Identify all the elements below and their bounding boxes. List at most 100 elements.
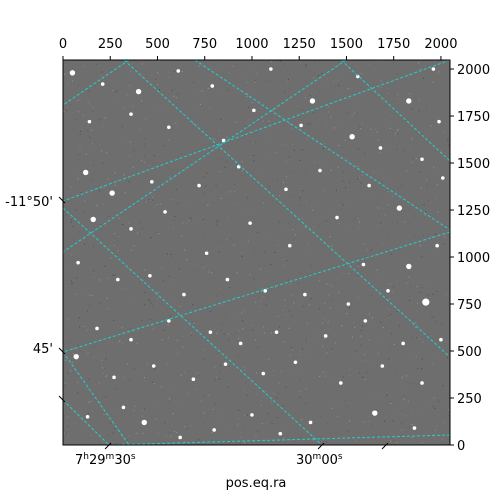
noise-pixel bbox=[375, 436, 377, 437]
noise-pixel bbox=[89, 236, 91, 238]
noise-pixel bbox=[216, 326, 218, 328]
x-axis-label: pos.eq.ra bbox=[226, 476, 287, 491]
star bbox=[441, 176, 445, 180]
noise-pixel bbox=[253, 154, 255, 156]
noise-pixel bbox=[203, 313, 205, 315]
star bbox=[148, 274, 152, 278]
noise-pixel bbox=[335, 398, 336, 400]
noise-pixel bbox=[107, 277, 109, 279]
noise-pixel bbox=[137, 82, 139, 84]
noise-pixel bbox=[146, 426, 148, 428]
star bbox=[182, 292, 186, 297]
noise-pixel bbox=[172, 413, 174, 415]
noise-pixel bbox=[163, 145, 165, 147]
noise-pixel bbox=[92, 244, 94, 246]
noise-pixel bbox=[362, 174, 364, 176]
noise-pixel bbox=[157, 72, 159, 74]
noise-pixel bbox=[152, 328, 154, 330]
noise-pixel bbox=[323, 259, 324, 261]
noise-pixel bbox=[243, 310, 245, 312]
noise-pixel bbox=[218, 130, 220, 131]
noise-pixel bbox=[91, 129, 93, 131]
noise-pixel bbox=[329, 236, 331, 238]
star bbox=[82, 169, 89, 176]
noise-pixel bbox=[182, 302, 184, 304]
noise-pixel bbox=[308, 66, 310, 68]
noise-pixel bbox=[414, 302, 415, 304]
noise-pixel bbox=[445, 331, 447, 332]
noise-pixel bbox=[247, 240, 249, 242]
noise-pixel bbox=[141, 415, 143, 417]
noise-pixel bbox=[189, 425, 191, 427]
noise-pixel bbox=[336, 63, 338, 65]
noise-pixel bbox=[239, 442, 241, 444]
noise-pixel bbox=[261, 423, 263, 424]
noise-pixel bbox=[227, 216, 229, 218]
star bbox=[150, 180, 154, 184]
noise-pixel bbox=[126, 439, 128, 441]
noise-pixel bbox=[296, 158, 298, 159]
noise-pixel bbox=[103, 437, 105, 439]
noise-pixel bbox=[278, 245, 280, 246]
noise-pixel bbox=[275, 286, 276, 288]
noise-pixel bbox=[396, 412, 398, 414]
noise-pixel bbox=[227, 334, 229, 335]
noise-pixel bbox=[239, 89, 241, 91]
noise-pixel bbox=[157, 154, 159, 156]
noise-pixel bbox=[169, 432, 171, 434]
noise-pixel bbox=[131, 369, 133, 371]
noise-pixel bbox=[234, 296, 236, 298]
noise-pixel bbox=[374, 404, 376, 406]
noise-pixel bbox=[276, 417, 278, 419]
noise-pixel bbox=[73, 156, 75, 158]
noise-pixel bbox=[330, 169, 332, 171]
noise-pixel bbox=[401, 376, 403, 378]
noise-pixel bbox=[226, 136, 228, 138]
noise-pixel bbox=[284, 91, 286, 93]
noise-pixel bbox=[240, 436, 241, 438]
noise-pixel bbox=[251, 102, 253, 103]
noise-pixel bbox=[347, 430, 349, 432]
noise-pixel bbox=[251, 253, 253, 255]
noise-pixel bbox=[132, 166, 134, 168]
noise-pixel bbox=[373, 172, 374, 174]
noise-pixel bbox=[385, 200, 387, 202]
noise-pixel bbox=[332, 318, 334, 320]
noise-pixel bbox=[420, 69, 422, 71]
noise-pixel bbox=[137, 327, 139, 329]
noise-pixel bbox=[397, 222, 398, 224]
noise-pixel bbox=[134, 405, 136, 407]
noise-pixel bbox=[432, 236, 434, 238]
noise-pixel bbox=[170, 315, 172, 317]
noise-pixel bbox=[230, 237, 232, 239]
noise-pixel bbox=[186, 428, 188, 430]
noise-pixel bbox=[104, 355, 106, 357]
noise-pixel bbox=[353, 246, 355, 248]
noise-pixel bbox=[259, 306, 261, 308]
noise-pixel bbox=[357, 275, 359, 277]
noise-pixel bbox=[177, 93, 179, 95]
noise-pixel bbox=[194, 389, 196, 391]
noise-pixel bbox=[387, 191, 389, 193]
noise-pixel bbox=[359, 221, 360, 223]
noise-pixel bbox=[238, 337, 240, 339]
noise-pixel bbox=[246, 96, 248, 98]
noise-pixel bbox=[438, 227, 440, 228]
noise-pixel bbox=[202, 266, 204, 268]
noise-pixel bbox=[201, 90, 203, 92]
noise-pixel bbox=[369, 63, 370, 65]
noise-pixel bbox=[413, 157, 414, 159]
noise-pixel bbox=[282, 229, 284, 231]
noise-pixel bbox=[145, 68, 147, 70]
noise-pixel bbox=[217, 353, 219, 354]
noise-pixel bbox=[203, 349, 205, 351]
dec-tick-mark bbox=[58, 196, 66, 204]
noise-pixel bbox=[389, 127, 391, 129]
noise-pixel bbox=[379, 365, 380, 367]
noise-pixel bbox=[291, 294, 293, 296]
noise-pixel bbox=[76, 277, 78, 279]
noise-pixel bbox=[409, 93, 411, 95]
noise-pixel bbox=[63, 336, 65, 338]
noise-pixel bbox=[404, 311, 406, 313]
noise-pixel bbox=[78, 154, 80, 156]
